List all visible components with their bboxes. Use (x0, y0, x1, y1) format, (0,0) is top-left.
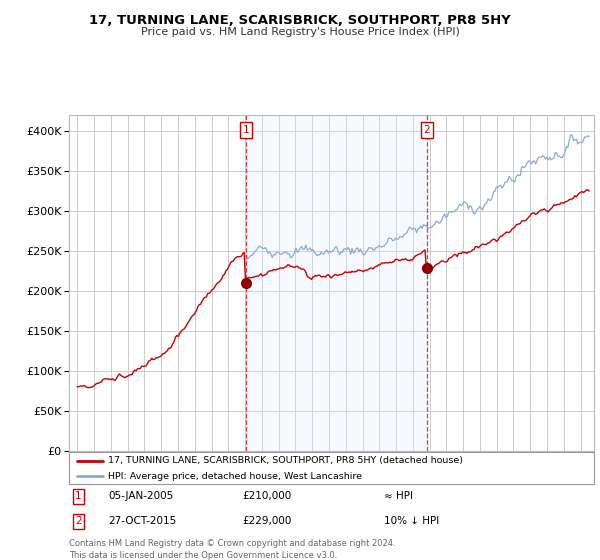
Text: HPI: Average price, detached house, West Lancashire: HPI: Average price, detached house, West… (109, 472, 362, 481)
Text: Contains HM Land Registry data © Crown copyright and database right 2024.
This d: Contains HM Land Registry data © Crown c… (69, 539, 395, 559)
Bar (246, 115, 427, 451)
Text: ≈ HPI: ≈ HPI (384, 492, 413, 501)
Text: 1: 1 (76, 492, 82, 501)
Text: 1: 1 (242, 125, 249, 135)
Text: £229,000: £229,000 (242, 516, 292, 526)
Text: 05-JAN-2005: 05-JAN-2005 (109, 492, 173, 501)
Text: 27-OCT-2015: 27-OCT-2015 (109, 516, 176, 526)
Text: 2: 2 (76, 516, 82, 526)
Text: 10% ↓ HPI: 10% ↓ HPI (384, 516, 439, 526)
Text: 2: 2 (424, 125, 430, 135)
Text: £210,000: £210,000 (242, 492, 292, 501)
Text: 17, TURNING LANE, SCARISBRICK, SOUTHPORT, PR8 5HY: 17, TURNING LANE, SCARISBRICK, SOUTHPORT… (89, 14, 511, 27)
Text: 17, TURNING LANE, SCARISBRICK, SOUTHPORT, PR8 5HY (detached house): 17, TURNING LANE, SCARISBRICK, SOUTHPORT… (109, 456, 463, 465)
Text: Price paid vs. HM Land Registry's House Price Index (HPI): Price paid vs. HM Land Registry's House … (140, 27, 460, 37)
